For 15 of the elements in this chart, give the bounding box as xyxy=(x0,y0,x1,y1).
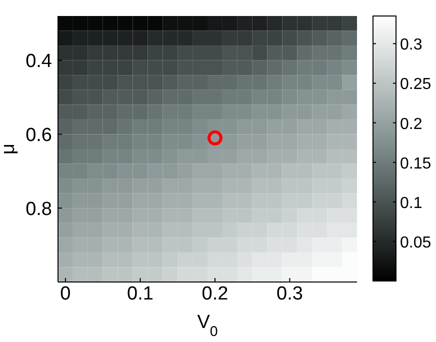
x-tick-label: 0.2 xyxy=(202,283,228,304)
color-bar-label: 0.05 xyxy=(400,234,432,252)
x-tick-label: 0 xyxy=(60,283,71,304)
color-bar-label: 0.3 xyxy=(400,36,422,54)
color-bar-label: 0.1 xyxy=(400,194,422,212)
x-tick-label: 0.1 xyxy=(127,283,154,304)
y-tick-label: 0.4 xyxy=(26,51,52,72)
y-axis-title: μ xyxy=(0,144,19,154)
y-tick-label: 0.8 xyxy=(26,198,52,220)
color-bar-label: 0.15 xyxy=(400,155,432,172)
y-tick-label: 0.6 xyxy=(26,124,52,146)
color-bar-label: 0.2 xyxy=(400,116,422,133)
color-bar-label: 0.25 xyxy=(400,76,432,94)
x-axis-title: V$_{0}$ xyxy=(197,312,218,340)
x-tick-label: 0.3 xyxy=(276,283,303,304)
